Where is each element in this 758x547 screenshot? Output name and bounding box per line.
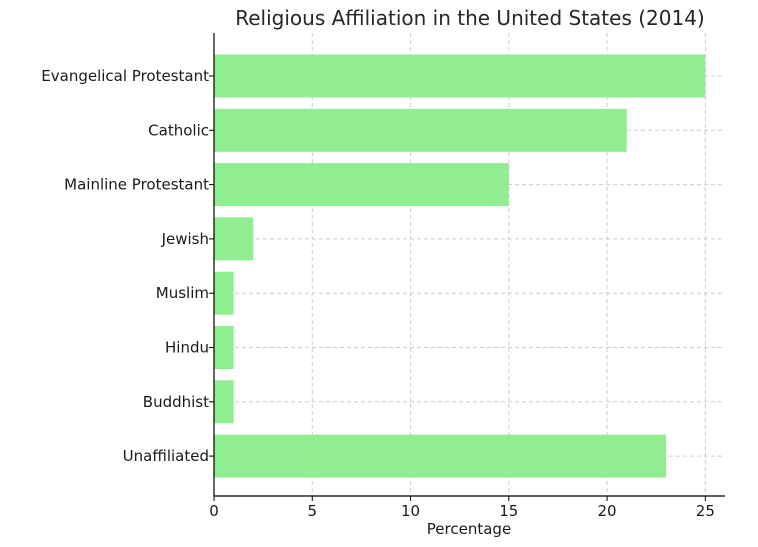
x-tick-label: 25 bbox=[696, 502, 715, 520]
category-labels: Evangelical Protestant Catholic Mainline P… bbox=[41, 67, 214, 465]
category-label: Muslim bbox=[156, 284, 209, 302]
bar-jewish bbox=[214, 217, 254, 261]
x-tick-label: 15 bbox=[499, 502, 518, 520]
x-tick-label: 10 bbox=[401, 502, 420, 520]
category-label: Jewish bbox=[161, 230, 209, 248]
bar-hindu bbox=[214, 326, 234, 369]
category-label: Evangelical Protestant bbox=[41, 67, 209, 85]
bar-evangelical-protestant bbox=[214, 54, 706, 98]
bar-muslim bbox=[214, 271, 234, 315]
x-axis-label: Percentage bbox=[427, 520, 511, 538]
bars bbox=[214, 54, 706, 478]
category-label: Unaffiliated bbox=[123, 447, 209, 465]
x-tick-label: 0 bbox=[209, 502, 219, 520]
chart-title: Religious Affiliation in the United Stat… bbox=[235, 6, 704, 30]
category-label: Catholic bbox=[148, 121, 209, 139]
category-label: Hindu bbox=[165, 339, 209, 357]
category-label: Mainline Protestant bbox=[64, 176, 209, 194]
bar-buddhist bbox=[214, 380, 234, 424]
category-label: Buddhist bbox=[143, 393, 209, 411]
x-tick-label: 5 bbox=[307, 502, 317, 520]
bar-unaffiliated bbox=[214, 434, 667, 478]
x-axis-ticks: 0 5 10 15 20 25 bbox=[209, 496, 715, 520]
bar-mainline-protestant bbox=[214, 163, 509, 207]
bar-catholic bbox=[214, 108, 627, 152]
x-tick-label: 20 bbox=[598, 502, 617, 520]
gridlines bbox=[214, 33, 725, 496]
